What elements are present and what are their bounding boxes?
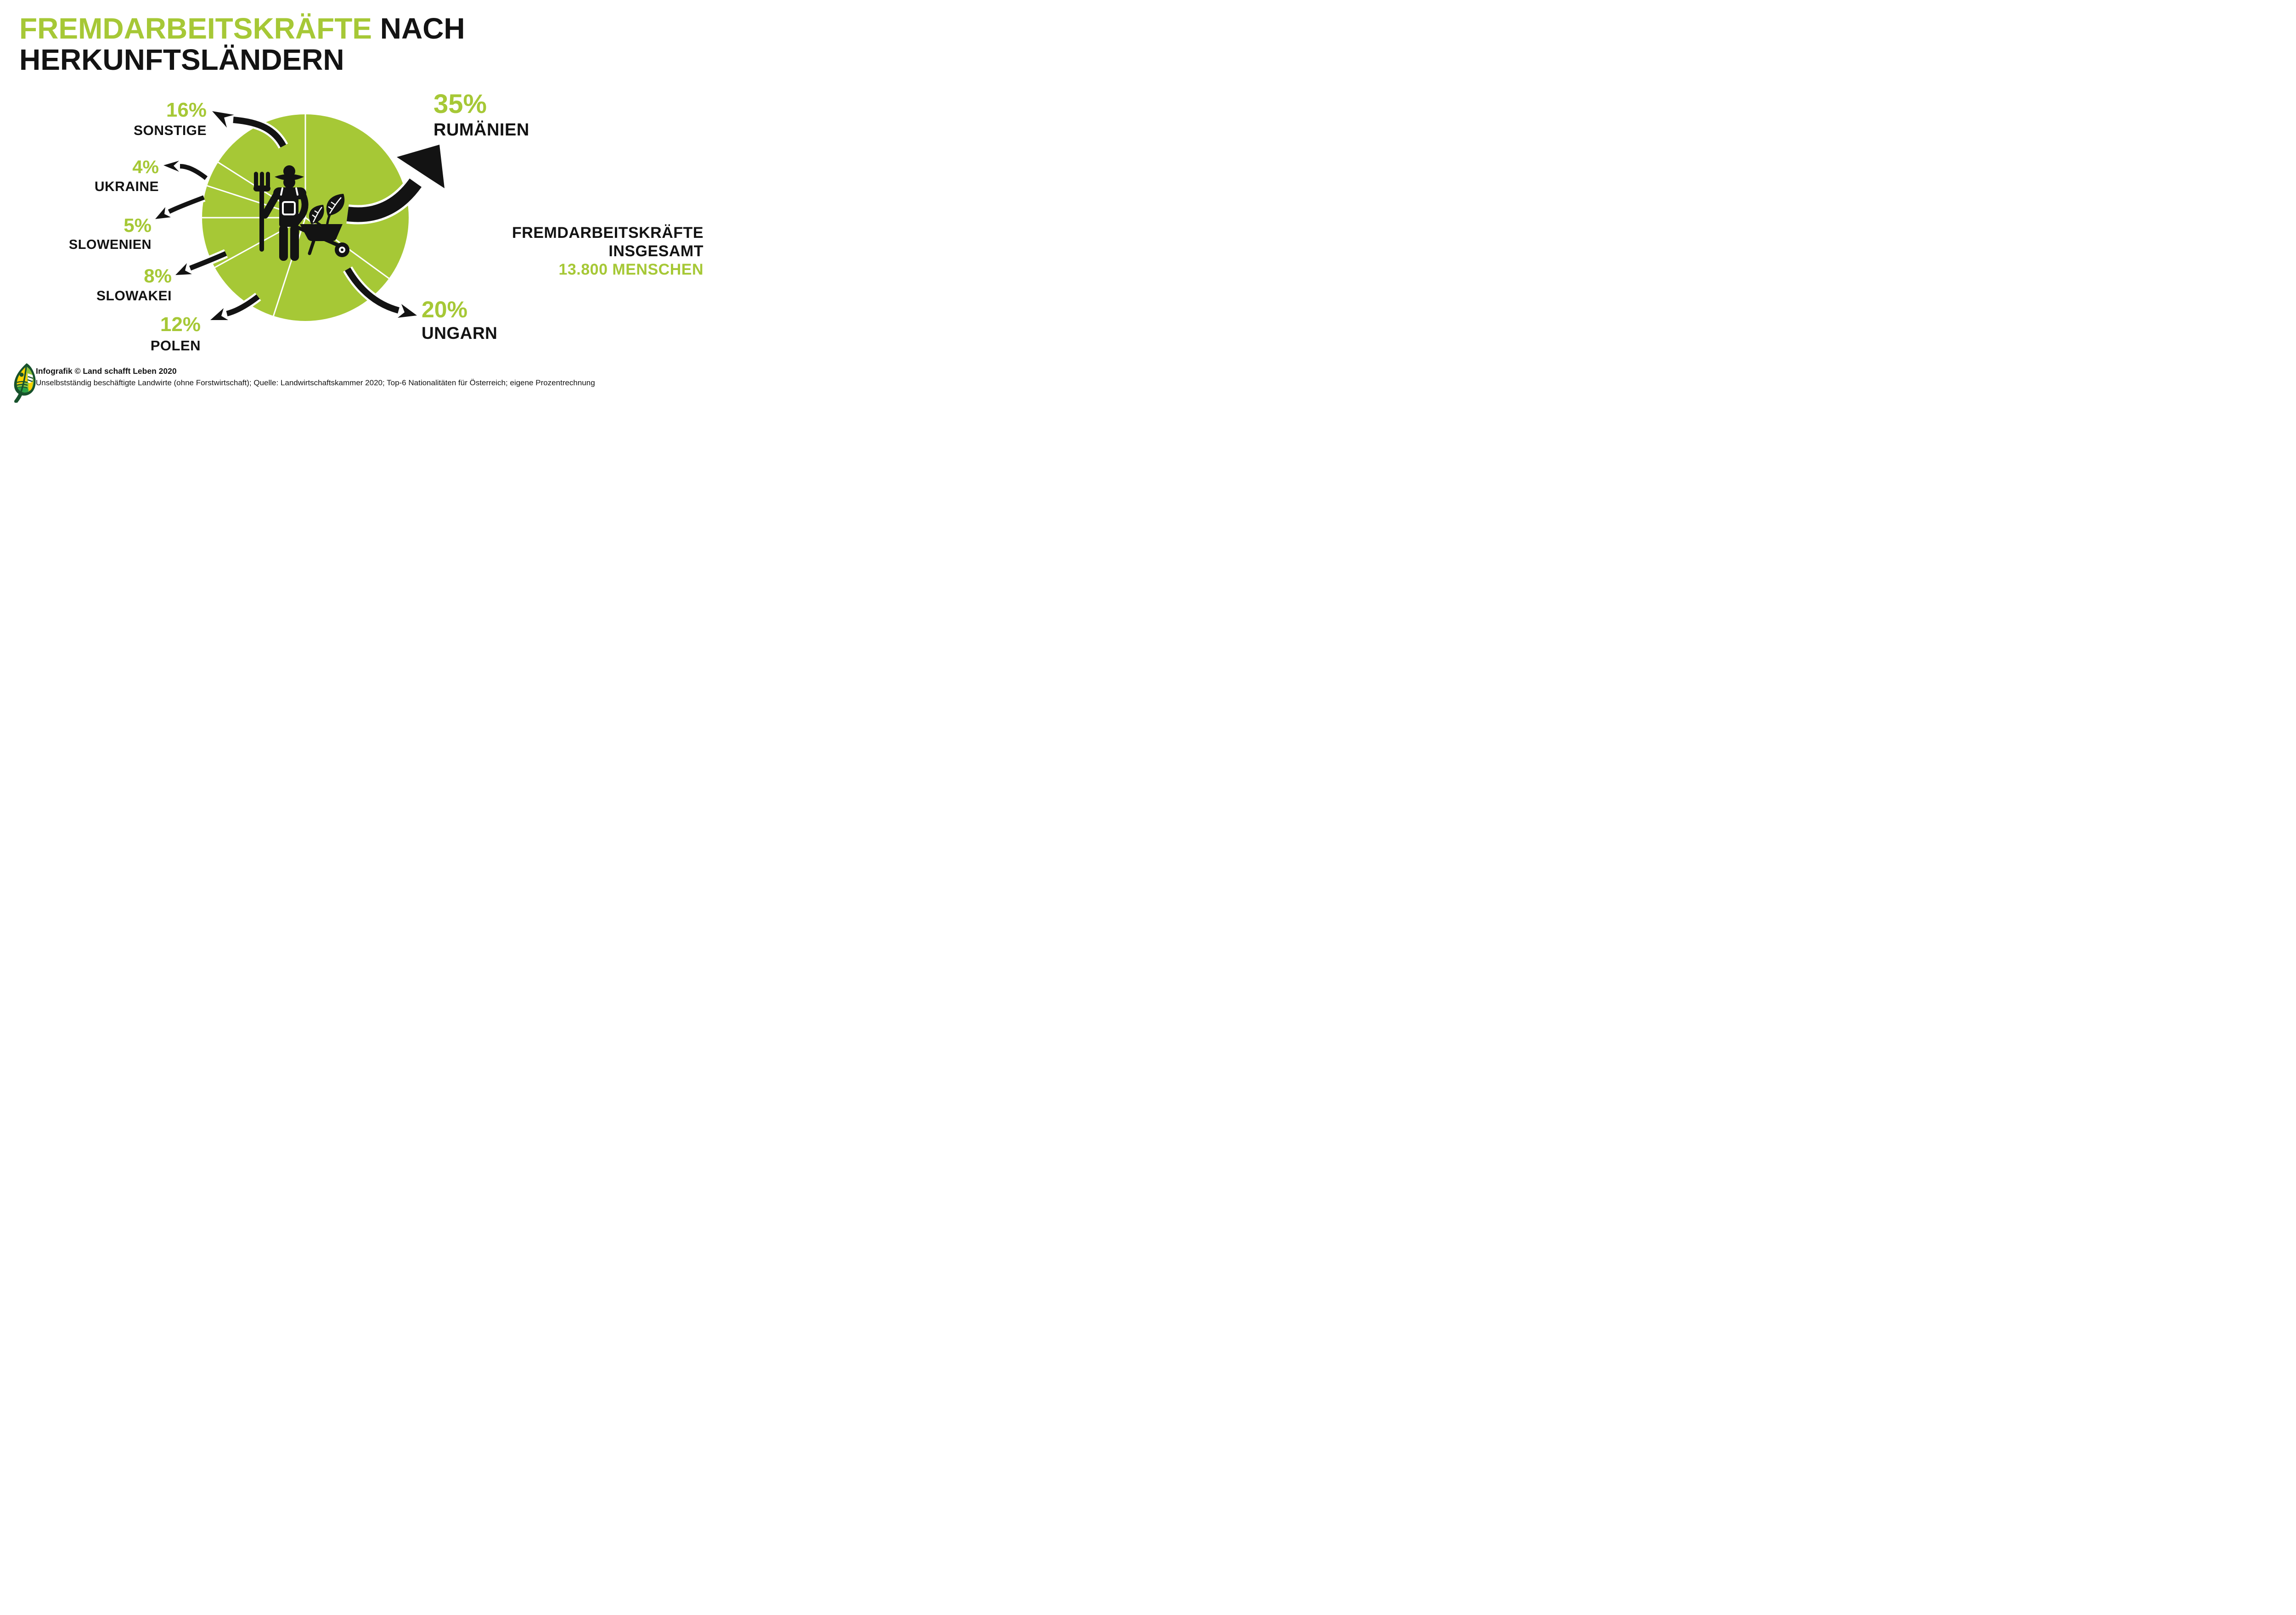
arrows [153, 109, 447, 322]
slice-label-slowenien: 5% SLOWENIEN [69, 216, 152, 252]
page-title: FREMDARBEITSKRÄFTE NACH HERKUNFTSLÄNDERN [19, 13, 465, 75]
arrow-sonstige [210, 109, 288, 149]
title-black-part: NACH [371, 12, 465, 45]
wheelbarrow-icon [290, 223, 349, 257]
arrow-ukraine [161, 158, 209, 182]
slice-label-ukraine: 4% UKRAINE [95, 158, 159, 194]
pie-chart-scene [153, 109, 447, 322]
slice-label-slowakei: 8% SLOWAKEI [96, 266, 172, 303]
land-schafft-leben-leaf-logo [14, 363, 36, 403]
slice-percent: 35% [433, 89, 487, 119]
arrow-ungarn [343, 266, 419, 320]
slice-country: UKRAINE [94, 179, 159, 194]
slice-percent: 20% [422, 297, 468, 322]
slice-label-polen: 12% POLEN [151, 315, 201, 353]
title-line2: HERKUNFTSLÄNDERN [19, 43, 344, 76]
total-line1: FREMDARBEITSKRÄFTE [512, 224, 703, 242]
slice-percent: 5% [124, 214, 152, 236]
plant-leaves-icon [309, 194, 345, 227]
slice-percent: 16% [166, 99, 207, 121]
slice-percent: 4% [132, 157, 159, 177]
farmer-figure [261, 165, 309, 261]
slice-label-ungarn: 20% UNGARN [422, 298, 497, 342]
footer-credit: Infografik © Land schafft Leben 2020 [36, 366, 177, 376]
slice-country: UNGARN [422, 324, 498, 343]
slice-country: POLEN [150, 338, 201, 354]
slice-country: SONSTIGE [133, 123, 207, 138]
total-label: FREMDARBEITSKRÄFTE INSGESAMT 13.800 MENS… [512, 224, 703, 279]
total-value: 13.800 MENSCHEN [558, 261, 703, 278]
slice-country: SLOWENIEN [68, 237, 152, 252]
slice-country: RUMÄNIEN [433, 120, 529, 140]
total-line2: INSGESAMT [608, 242, 703, 260]
infographic: FREMDARBEITSKRÄFTE NACH HERKUNFTSLÄNDERN… [0, 0, 718, 404]
slice-label-sonstige: 16% SONSTIGE [134, 100, 207, 138]
slice-country: SLOWAKEI [96, 288, 172, 304]
slice-percent: 8% [144, 265, 172, 287]
arrow-polen [208, 293, 261, 322]
slice-label-rumaenien: 35% RUMÄNIEN [433, 91, 529, 139]
arrow-rumaenien [346, 142, 447, 225]
arrow-slowenien [153, 193, 206, 221]
pitchfork-icon [253, 172, 270, 252]
slice-percent: 12% [160, 313, 201, 336]
footer-source: Unselbstständig beschäftigte Landwirte (… [36, 378, 595, 387]
farmer-icon [253, 165, 349, 261]
arrow-slowakei [173, 249, 228, 277]
title-green-part: FREMDARBEITSKRÄFTE [19, 12, 372, 45]
pie-divider-line [273, 217, 306, 316]
